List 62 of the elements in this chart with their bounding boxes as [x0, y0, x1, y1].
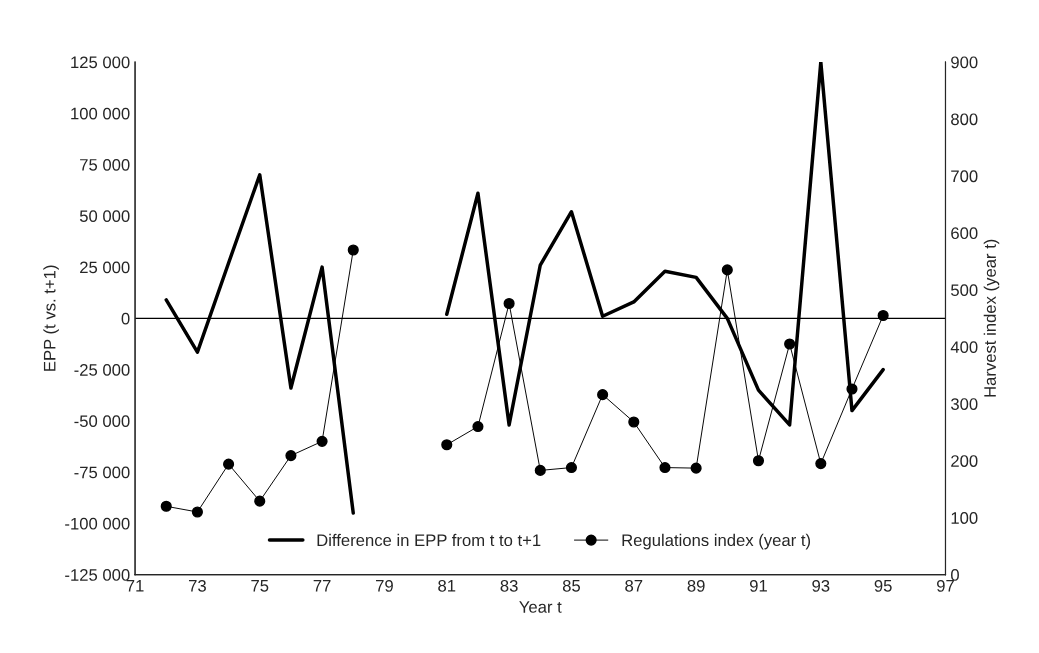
y-tick-label: -100 000	[65, 517, 130, 530]
point	[784, 338, 796, 350]
y2-tick-label: 100	[951, 512, 978, 524]
point	[503, 297, 515, 310]
y-tick-label: -125 000	[65, 569, 130, 581]
x-axis-title: Year t	[519, 601, 562, 613]
y2-axis-title: Harvest index (year t)	[983, 239, 1000, 397]
x-tick-label: 77	[313, 580, 331, 592]
point	[285, 450, 297, 462]
x-tick-label: 73	[189, 579, 206, 592]
x-tick-label: 97	[937, 579, 954, 592]
x-tick-label: 87	[625, 579, 643, 592]
point	[441, 439, 453, 451]
y-tick-label: 0	[121, 312, 130, 325]
x-tick-label: 93	[812, 579, 830, 592]
y2-tick-label: 200	[951, 455, 978, 467]
point	[846, 383, 858, 395]
y2-tick-label: 0	[951, 569, 959, 581]
y2-tick-label: 400	[950, 341, 978, 354]
x-tick-label: 71	[126, 580, 144, 592]
point	[534, 464, 546, 476]
point	[316, 435, 328, 447]
y-tick-label: 125 000	[71, 56, 130, 69]
point	[565, 462, 578, 474]
x-tick-label: 81	[438, 579, 456, 592]
point	[254, 495, 266, 507]
y-tick-label: 75 000	[80, 158, 130, 171]
y-tick-label: 25 000	[80, 261, 130, 274]
y-tick-label: -50 000	[74, 415, 130, 428]
point	[223, 458, 235, 470]
y2-tick-label: 800	[951, 113, 978, 126]
y-tick-label: -25 000	[74, 364, 130, 376]
point	[191, 506, 203, 518]
point	[472, 420, 484, 433]
y2-tick-label: 700	[951, 170, 978, 183]
point	[752, 455, 765, 467]
x-tick-label: 85	[562, 579, 581, 592]
legend-label: Difference in EPP from t to t+1	[317, 533, 541, 547]
point	[690, 462, 702, 474]
x-tick-label: 75	[251, 580, 269, 592]
x-tick-label: 95	[874, 579, 892, 592]
point	[659, 462, 671, 474]
point	[877, 309, 889, 322]
legend-label: Regulations index (year t)	[622, 533, 811, 550]
x-tick-label: 79	[376, 579, 393, 592]
point	[815, 458, 827, 470]
point	[160, 500, 172, 512]
x-tick-label: 89	[687, 579, 705, 592]
point	[597, 389, 609, 401]
point	[628, 416, 640, 428]
y-tick-label: -75 000	[74, 466, 130, 479]
y2-tick-label: 300	[950, 398, 978, 410]
y-tick-label: 100 000	[71, 107, 130, 120]
point	[347, 244, 359, 256]
y2-tick-label: 900	[951, 56, 978, 69]
x-tick-label: 91	[749, 579, 767, 592]
y-axis-title: EPP (t vs. t+1)	[43, 265, 59, 371]
y-tick-label: 50 000	[79, 210, 130, 223]
y2-tick-label: 600	[951, 227, 978, 240]
y2-tick-label: 500	[951, 284, 978, 297]
x-tick-label: 83	[500, 579, 518, 592]
point	[721, 264, 733, 276]
